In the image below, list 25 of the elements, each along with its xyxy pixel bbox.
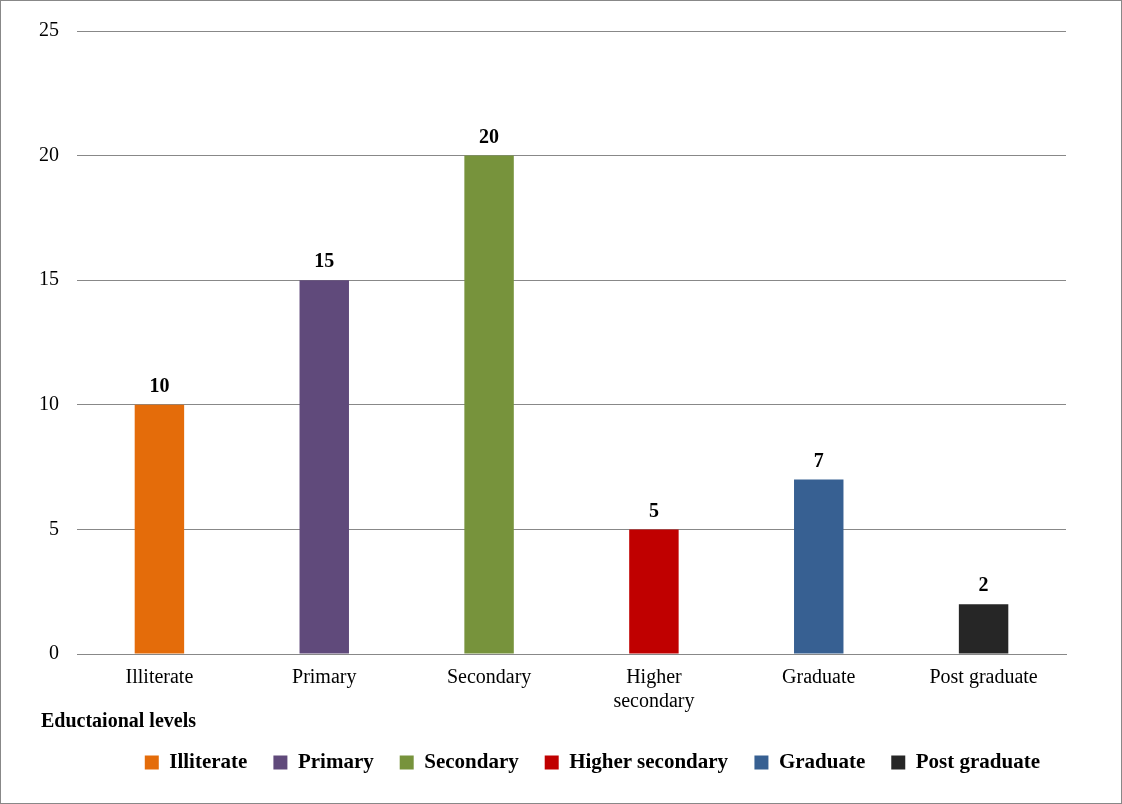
y-tick-label: 5 xyxy=(49,516,59,539)
legend-label: Illiterate xyxy=(169,748,248,773)
legend-label: Higher secondary xyxy=(569,748,729,773)
y-tick-label: 10 xyxy=(39,392,59,415)
x-tick-label: Higher secondary xyxy=(613,665,695,713)
x-tick-label: Secondary xyxy=(446,665,532,689)
y-tick-label: 15 xyxy=(39,267,59,290)
data-label: 10 xyxy=(149,373,170,396)
data-label: 15 xyxy=(314,249,335,272)
x-tick-label: Illiterate xyxy=(125,665,194,688)
y-tick-label: 0 xyxy=(49,641,59,664)
legend-label: Graduate xyxy=(778,748,866,773)
text: Eductaional levels xyxy=(41,709,197,732)
legend-label: Primary xyxy=(297,748,375,773)
data-label: 5 xyxy=(648,498,659,521)
x-tick-label: Post graduate xyxy=(929,665,1038,689)
legend-label: Post graduate xyxy=(915,748,1041,773)
legend-label: Secondary xyxy=(424,748,520,773)
data-label: 7 xyxy=(813,448,824,471)
y-tick-label: 20 xyxy=(39,142,59,165)
x-tick-label: Graduate xyxy=(782,665,856,688)
data-label: 20 xyxy=(479,124,500,147)
y-tick-label: 25 xyxy=(39,18,59,41)
x-tick-label: Primary xyxy=(292,665,357,689)
data-label: 2 xyxy=(978,573,989,596)
